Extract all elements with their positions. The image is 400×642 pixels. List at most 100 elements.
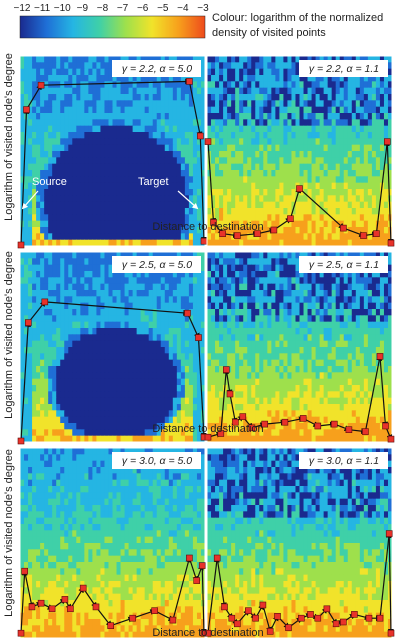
visited-node-marker [234,232,241,239]
visited-node-marker [23,106,30,113]
path-segment [24,571,35,609]
colorbar-tick-label: −5 [157,3,169,14]
colorbar-tick-label: −3 [197,3,209,14]
visited-node-marker [67,605,74,613]
visited-node-marker [340,618,347,626]
visited-node-marker [195,334,202,341]
heatmap-panel: γ = 3.0, α = 1.1 [204,447,395,639]
path-segment [110,616,135,627]
path-segment [188,81,203,138]
colorbar-tick-label: −12 [14,3,31,14]
visited-node-marker [186,554,193,562]
path-segment [188,557,199,583]
visited-node-marker [17,437,25,445]
heatmap-panel: γ = 3.0, α = 5.0 [17,447,208,639]
panel-title-text: γ = 2.5, α = 1.1 [309,259,379,271]
visited-node-marker [270,226,278,234]
path-segment [199,135,207,243]
visited-node-marker [387,629,395,637]
path-segment [379,356,389,428]
visited-node-marker [274,612,281,620]
visited-node-marker [373,230,380,237]
heatmap-cells [207,252,392,442]
visited-node-marker [387,239,395,247]
path-segment [225,369,233,396]
visited-node-marker [248,424,256,432]
heatmap-panel: γ = 2.2, α = 5.0 [17,55,208,249]
visited-node-marker [330,420,338,428]
visited-node-marker [200,237,208,245]
colorbar-tick-label: −8 [97,3,109,14]
colorbar-tick-label: −9 [77,3,89,14]
visited-node-marker [376,353,384,360]
visited-node-marker [376,614,384,622]
visited-node-marker [28,603,36,611]
path-segment [197,337,207,439]
path-segment [379,531,392,619]
visited-node-marker [213,554,221,562]
visited-node-marker [252,614,259,622]
visited-node-marker [92,603,100,611]
visited-node-marker [210,219,217,226]
colorbar-caption-line2: density of visited points [212,27,326,39]
colorbar-caption-line1: Colour: logarithm of the normalized [212,12,383,24]
path-segment [20,107,30,246]
visited-node-marker [345,426,353,434]
heatmap-cells [207,56,392,246]
visited-node-marker [307,611,314,618]
visited-node-marker [261,420,269,428]
path-segment [20,320,32,442]
visited-node-marker [239,413,247,420]
path-segment [69,586,85,610]
visited-node-marker [204,138,212,145]
colorbar-tick-label: −4 [177,3,189,14]
visited-node-marker [217,430,225,437]
visited-node-marker [228,614,236,622]
panel-title: γ = 3.0, α = 5.0 [112,452,201,469]
path-segment [172,556,192,621]
path-segment [200,565,207,635]
y-axis-label-row-1: Logarithm of visited node's degree [3,53,15,221]
visited-node-marker [221,603,228,611]
panel-title-text: γ = 3.0, α = 5.0 [122,455,192,467]
target-label: Target [138,176,169,188]
visited-node-marker [365,614,373,622]
colorbar-tick-label: −10 [54,3,71,14]
visited-node-marker [299,415,307,422]
visited-node-marker [226,390,234,398]
visited-node-marker [107,622,114,630]
visited-node-marker [204,433,212,441]
panel-title: γ = 2.2, α = 1.1 [299,60,388,77]
source-arrow [21,190,39,210]
path-segment [186,312,200,340]
path-segment [364,354,383,432]
source-target-annotation: Source Target [21,176,199,210]
visited-node-marker [17,629,25,637]
visited-node-marker [37,599,45,607]
path-segment [132,609,157,619]
path-segment [262,604,272,634]
path-segment [229,393,238,424]
visited-node-marker [382,422,389,430]
visited-node-marker [266,628,274,635]
visited-node-marker [17,241,25,249]
visited-node-marker [385,530,393,537]
path-segment [375,139,390,234]
x-axis-label-row-3: Distance to destination [152,627,263,639]
colorbar-tick-label: −7 [117,3,129,14]
visited-node-marker [362,428,369,435]
panel-title: γ = 2.2, α = 5.0 [112,60,201,77]
visited-node-marker [223,366,230,373]
visited-node-marker [193,577,200,584]
visited-node-marker [186,78,193,85]
heatmap-panel: γ = 2.5, α = 1.1 [204,251,395,443]
path-segment [299,188,345,230]
path-segment [207,141,217,225]
visited-node-marker [21,567,29,575]
visited-node-marker [219,230,226,237]
panel-title-text: γ = 2.2, α = 5.0 [122,63,192,75]
visited-node-marker [197,132,204,140]
visited-node-marker [129,614,136,622]
visited-node-marker [297,614,305,622]
